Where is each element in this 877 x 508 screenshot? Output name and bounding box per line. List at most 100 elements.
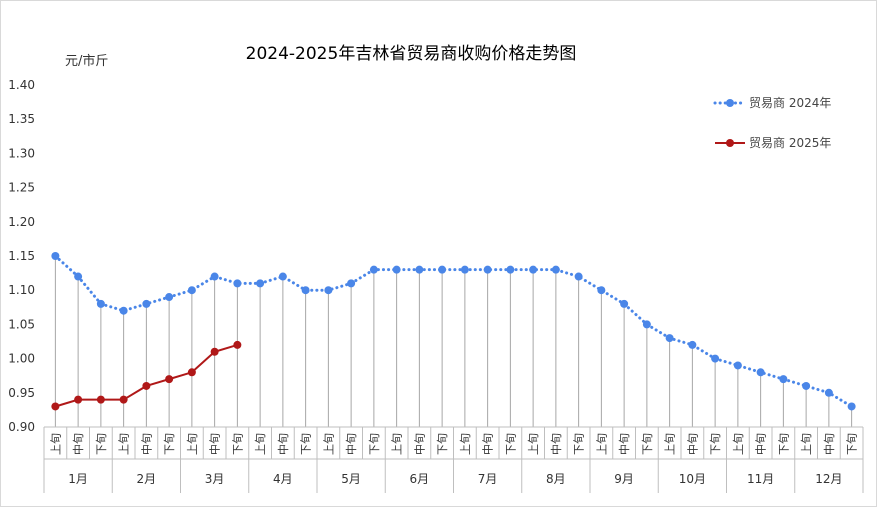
- data-point: [210, 272, 219, 281]
- data-point: [733, 361, 742, 370]
- data-point: [278, 272, 287, 281]
- data-point: [824, 388, 833, 397]
- x-tick-label: 下旬: [95, 433, 108, 455]
- y-tick-label: 0.95: [8, 386, 35, 400]
- y-tick-label: 0.90: [8, 420, 35, 434]
- x-tick-label: 上旬: [391, 433, 404, 455]
- x-tick-label: 中旬: [686, 433, 699, 455]
- x-tick-label: 上旬: [732, 433, 745, 455]
- x-tick-label: 中旬: [72, 433, 85, 455]
- legend-item-2025: 贸易商 2025年: [715, 135, 831, 150]
- data-point: [142, 381, 151, 390]
- data-point: [119, 306, 128, 315]
- data-point: [756, 368, 765, 377]
- x-tick-label: 上旬: [49, 433, 62, 455]
- x-tick-label: 中旬: [277, 433, 290, 455]
- series-layer: [51, 252, 856, 411]
- y-tick-label: 1.10: [8, 283, 35, 297]
- data-point: [438, 265, 447, 274]
- x-tick-label: 中旬: [482, 433, 495, 455]
- x-tick-label: 下旬: [163, 433, 176, 455]
- month-label: 10月: [679, 472, 706, 486]
- x-tick-label: 上旬: [459, 433, 472, 455]
- x-tick-label: 上旬: [118, 433, 131, 455]
- x-tick-label: 中旬: [823, 433, 836, 455]
- x-tick-label: 下旬: [504, 433, 517, 455]
- data-point: [483, 265, 492, 274]
- data-point: [187, 368, 196, 377]
- x-tick-label: 上旬: [800, 433, 813, 455]
- y-tick-label: 1.05: [8, 317, 35, 331]
- data-point: [665, 334, 674, 343]
- data-point: [301, 286, 310, 295]
- data-point: [74, 272, 83, 281]
- x-tick-label: 下旬: [709, 433, 722, 455]
- legend-item-2024: 贸易商 2024年: [713, 95, 831, 110]
- data-point: [142, 299, 151, 308]
- x-tick-label: 中旬: [209, 433, 222, 455]
- data-point: [233, 340, 242, 349]
- legend: 贸易商 2024年 贸易商 2025年: [713, 95, 831, 150]
- data-point: [369, 265, 378, 274]
- x-tick-label: 下旬: [641, 433, 654, 455]
- legend-label-2024: 贸易商 2024年: [749, 95, 831, 110]
- series-line-0: [53, 254, 854, 408]
- data-point: [165, 293, 174, 302]
- y-tick-label: 1.15: [8, 249, 35, 263]
- x-tick-label: 上旬: [664, 433, 677, 455]
- data-point: [187, 286, 196, 295]
- x-tick-label: 下旬: [368, 433, 381, 455]
- data-point: [165, 375, 174, 384]
- data-point: [574, 272, 583, 281]
- month-label: 2月: [137, 472, 157, 486]
- data-point: [779, 375, 788, 384]
- x-tick-label: 上旬: [527, 433, 540, 455]
- data-point: [347, 279, 356, 288]
- data-point: [210, 347, 219, 356]
- data-point: [711, 354, 720, 363]
- x-tick-label: 中旬: [618, 433, 631, 455]
- data-point: [506, 265, 515, 274]
- data-point: [688, 340, 697, 349]
- data-point: [256, 279, 265, 288]
- data-point: [51, 402, 60, 411]
- x-tick-label: 下旬: [846, 433, 859, 455]
- month-label: 9月: [614, 472, 634, 486]
- month-label: 8月: [546, 472, 566, 486]
- x-tick-label: 下旬: [573, 433, 586, 455]
- month-label: 3月: [205, 472, 225, 486]
- legend-marker-2025: [726, 139, 734, 147]
- data-point: [392, 265, 401, 274]
- y-tick-label: 1.00: [8, 352, 35, 366]
- x-axis: 上旬 中旬 下旬 上旬 中旬 下旬 上旬 中旬 下旬 上旬 中旬 下旬 上旬 中旬 下旬 上旬 中旬 下旬 上旬 中旬…: [43, 426, 864, 493]
- chart-title: 2024-2025年吉林省贸易商收购价格走势图: [246, 44, 577, 64]
- legend-marker-2024: [726, 99, 734, 107]
- data-point: [96, 395, 105, 404]
- x-tick-label: 上旬: [186, 433, 199, 455]
- x-tick-label: 中旬: [345, 433, 358, 455]
- data-point: [233, 279, 242, 288]
- data-point: [620, 299, 629, 308]
- x-tick-label: 中旬: [413, 433, 426, 455]
- x-tick-label: 上旬: [322, 433, 335, 455]
- data-point: [324, 286, 333, 295]
- data-point: [529, 265, 538, 274]
- data-point: [551, 265, 560, 274]
- x-tick-label: 下旬: [777, 433, 790, 455]
- data-point: [460, 265, 469, 274]
- legend-label-2025: 贸易商 2025年: [749, 135, 831, 150]
- x-tick-label: 上旬: [254, 433, 267, 455]
- y-tick-label: 1.20: [8, 215, 35, 229]
- drop-lines: [54, 256, 853, 427]
- y-tick-label: 1.35: [8, 112, 35, 126]
- y-axis-unit: 元/市斤: [65, 53, 108, 69]
- x-tick-label: 下旬: [231, 433, 244, 455]
- y-axis-ticks: 0.90 0.95 1.00 1.05 1.10 1.15 1.20 1.25 1.30 1.35…: [8, 78, 35, 434]
- month-label: 7月: [478, 472, 498, 486]
- data-point: [119, 395, 128, 404]
- data-point: [415, 265, 424, 274]
- data-point: [51, 252, 60, 260]
- y-tick-label: 1.25: [8, 181, 35, 195]
